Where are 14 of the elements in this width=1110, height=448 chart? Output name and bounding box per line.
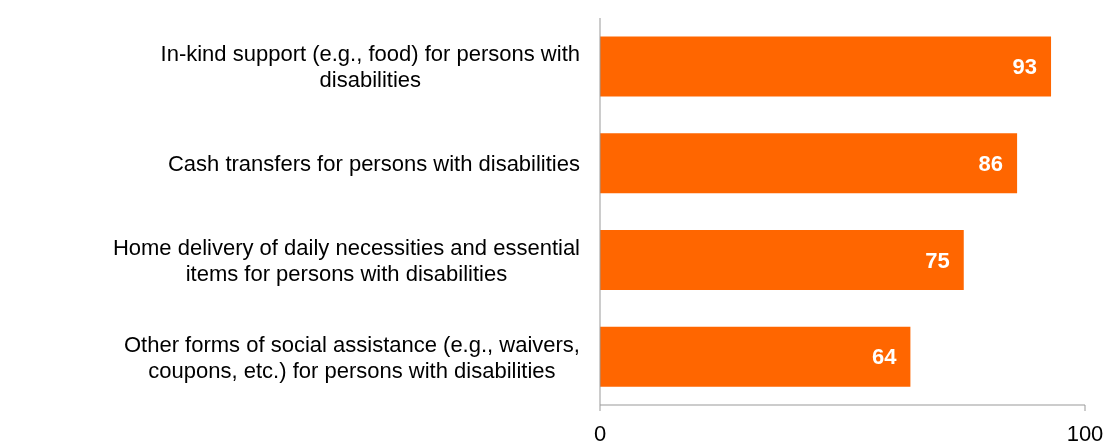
x-tick-label: 0: [593, 420, 607, 446]
bar: [600, 36, 1052, 97]
bar: [600, 229, 964, 290]
y-tick-label: In-kind support (e.g., food) for persons with disabilities: [160, 40, 580, 92]
y-tick-label: Other forms of social assistance (e.g., waivers, coupons, etc.) for persons with disabilities: [123, 331, 581, 383]
y-tick-label: Home delivery of daily necessities and essential items for persons with disabilities: [112, 234, 580, 286]
data-label: 64: [871, 344, 898, 370]
data-label: 86: [978, 150, 1004, 176]
bar: [600, 326, 911, 387]
y-tick-label: Cash transfers for persons with disabilities: [167, 150, 580, 176]
x-tick-label: 100: [1066, 420, 1104, 446]
bar: [600, 133, 1018, 194]
data-label: 75: [925, 247, 950, 273]
data-label: 93: [1012, 54, 1038, 80]
